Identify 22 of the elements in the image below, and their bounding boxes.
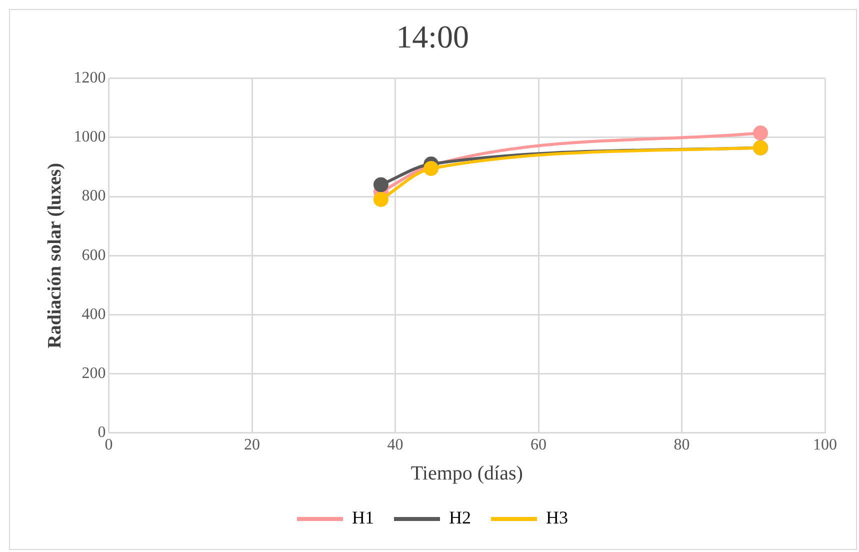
y-tick-label: 600	[82, 246, 106, 264]
x-tick-label: 80	[674, 436, 690, 454]
y-tick-label: 1000	[74, 128, 106, 146]
y-tick-label: 200	[82, 364, 106, 382]
y-tick-label: 400	[82, 306, 106, 323]
chart-title: 14:00	[396, 18, 469, 55]
y-tick-label: 800	[82, 188, 106, 205]
x-tick-label: 40	[387, 436, 404, 454]
point	[424, 160, 439, 176]
x-tick-label: 60	[530, 436, 547, 454]
x-tick-label: 20	[244, 436, 260, 454]
point	[373, 192, 388, 207]
legend-label: H1	[352, 508, 374, 528]
y-tick-label: 0	[98, 424, 106, 442]
legend-label: H3	[546, 508, 568, 528]
x-tick-label: 100	[813, 436, 837, 454]
y-axis-title: Radiación solar (luxes)	[44, 162, 66, 348]
y-tick-label: 1200	[74, 70, 106, 87]
point	[373, 177, 388, 192]
x-axis-title: Tiempo (días)	[410, 462, 523, 484]
legend-label: H2	[449, 508, 471, 528]
point	[753, 126, 768, 141]
